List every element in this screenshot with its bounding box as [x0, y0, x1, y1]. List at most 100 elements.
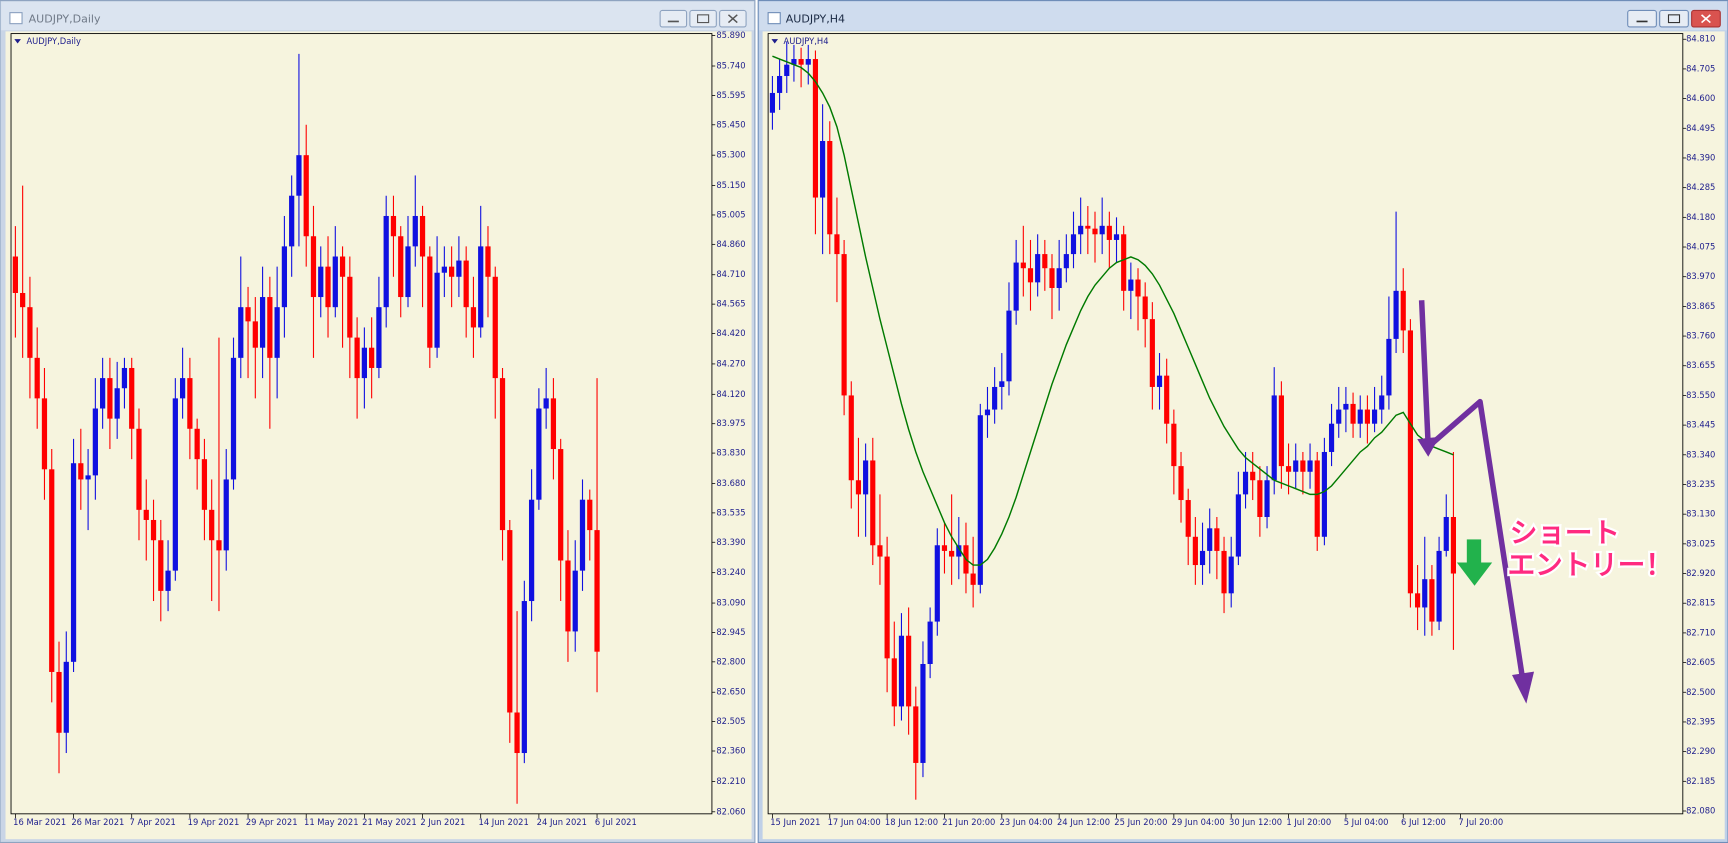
candle-body	[1228, 556, 1234, 594]
candle-body	[543, 398, 549, 409]
candle-body	[1285, 466, 1292, 472]
window-buttons[interactable]	[659, 9, 747, 28]
candle-body	[970, 573, 976, 585]
candle-body	[492, 276, 498, 379]
candle-body	[949, 550, 955, 557]
candle-body	[136, 428, 142, 510]
trade-annotation: ショート エントリー！	[1417, 300, 1675, 704]
window-title: AUDJPY,H4	[786, 12, 845, 25]
y-tick-label: 84.600	[1686, 93, 1715, 103]
y-tick-label: 82.920	[1686, 568, 1715, 578]
x-tick-label: 18 Jun 12:00	[885, 817, 938, 827]
candle-body	[56, 671, 62, 733]
y-tick-label: 84.565	[716, 299, 745, 309]
y-tick-label: 84.420	[716, 328, 745, 338]
candle-body	[514, 712, 520, 754]
candle-body	[49, 469, 55, 672]
candle-body	[85, 475, 91, 480]
x-tick-label: 15 Jun 2021	[770, 817, 820, 827]
candle-body	[230, 357, 237, 480]
candle-body	[1293, 460, 1299, 472]
window-buttons[interactable]	[1627, 9, 1721, 28]
candle-body	[1070, 234, 1077, 255]
candle-body	[121, 367, 128, 389]
candle-body	[361, 347, 367, 379]
candle-body	[1099, 225, 1105, 235]
candle-body	[920, 663, 926, 763]
candle-body	[855, 480, 862, 495]
candle-body	[485, 246, 491, 277]
candle-body	[114, 388, 120, 419]
y-tick-label: 82.080	[1686, 805, 1715, 815]
candle-body	[310, 236, 317, 298]
candle-body	[784, 64, 790, 76]
minimize-button[interactable]	[659, 9, 688, 28]
candle-body	[12, 256, 19, 293]
candle-body	[1328, 423, 1335, 452]
purple-arrowhead	[1512, 671, 1535, 704]
candle-body	[41, 398, 48, 470]
candle-body	[977, 415, 983, 585]
candle-body	[1400, 290, 1406, 331]
candle-body	[296, 155, 302, 196]
y-tick-label: 85.890	[716, 30, 745, 40]
window-icon	[767, 12, 781, 25]
candle-body	[1235, 494, 1241, 557]
candle-body	[78, 463, 84, 480]
candle-body	[456, 260, 462, 277]
x-tick-label: 26 Mar 2021	[71, 817, 124, 827]
candle-body	[1128, 279, 1134, 291]
candle-body	[398, 236, 404, 298]
x-tick-label: 7 Jul 20:00	[1458, 817, 1503, 827]
candle-body	[427, 256, 433, 348]
x-tick-label: 23 Jun 04:00	[1000, 817, 1053, 827]
minimize-button[interactable]	[1627, 9, 1657, 28]
y-tick-label: 85.740	[716, 61, 745, 71]
green-arrow-head	[1456, 562, 1493, 586]
moving-average	[772, 55, 1454, 566]
y-tick-label: 85.595	[716, 90, 745, 100]
candle-body	[1436, 550, 1442, 622]
candle-body	[1192, 536, 1198, 566]
candle-body	[499, 378, 506, 531]
candle-body	[1278, 395, 1284, 467]
x-tick-label: 11 May 2021	[304, 817, 359, 827]
y-tick-label: 83.090	[716, 598, 745, 608]
maximize-button[interactable]	[1659, 9, 1689, 28]
candle-body	[927, 621, 933, 664]
y-tick-label: 83.340	[1686, 449, 1715, 459]
candle-body	[129, 367, 135, 429]
candle-body	[252, 321, 258, 348]
y-tick-label: 84.860	[716, 239, 745, 249]
x-tick-label: 29 Jun 04:00	[1172, 817, 1225, 827]
x-tick-label: 7 Apr 2021	[130, 817, 176, 827]
window-icon	[9, 12, 23, 25]
candle-body	[34, 357, 40, 399]
candle-body	[1042, 254, 1048, 269]
y-tick-label: 83.130	[1686, 509, 1715, 519]
candle-body	[201, 459, 208, 510]
candle-body	[318, 266, 324, 298]
candle-body	[289, 195, 295, 247]
candle-body	[1214, 528, 1220, 551]
candle-body	[521, 601, 527, 754]
y-tick-label: 82.360	[716, 746, 745, 756]
candle-body	[834, 234, 840, 255]
candle-body	[165, 570, 171, 591]
candle-body	[1185, 500, 1191, 537]
candle-body	[1364, 409, 1370, 424]
y-tick-label: 83.830	[716, 448, 745, 458]
candle-body	[984, 409, 991, 416]
candle-body	[143, 509, 149, 520]
candle-body	[1199, 550, 1206, 566]
maximize-button[interactable]	[689, 9, 717, 28]
x-tick-label: 21 May 2021	[362, 817, 417, 827]
chart-label: AUDJPY,H4	[784, 36, 829, 46]
y-tick-label: 85.300	[716, 150, 745, 160]
y-tick-label: 83.550	[1686, 390, 1715, 400]
candle-body	[150, 519, 157, 541]
candle-body	[913, 706, 919, 763]
y-tick-label: 82.710	[1686, 627, 1715, 637]
candle-body	[956, 545, 962, 557]
